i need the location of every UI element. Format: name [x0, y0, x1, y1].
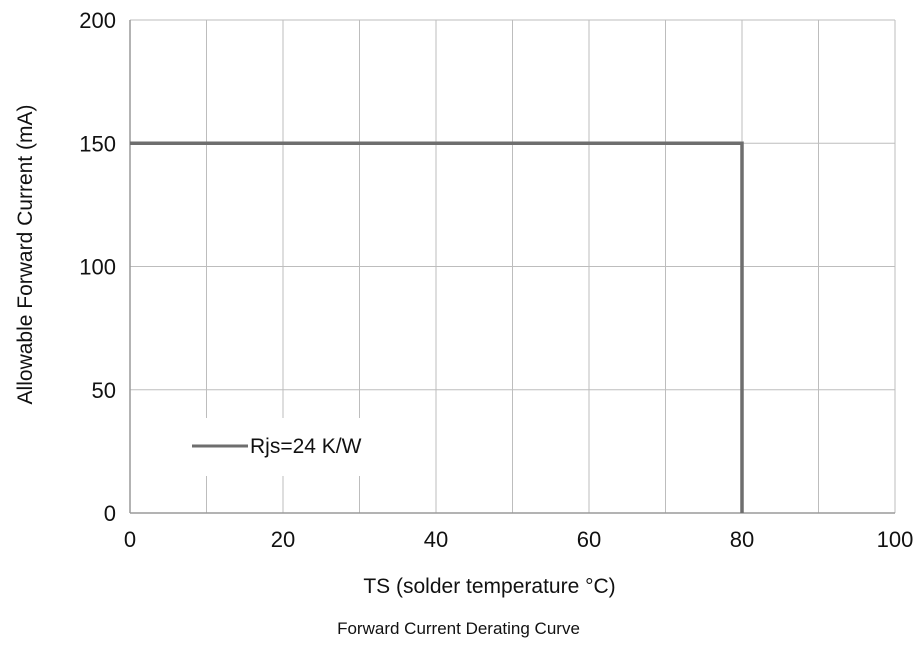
- series-layer: [130, 141, 744, 513]
- x-tick-label-60: 60: [577, 527, 601, 552]
- x-tick-label-100: 100: [877, 527, 914, 552]
- x-tick-label-80: 80: [730, 527, 754, 552]
- x-tick-label-20: 20: [271, 527, 295, 552]
- y-tick-label-50: 50: [92, 378, 116, 403]
- legend-label: Rjs=24 K/W: [250, 435, 362, 458]
- tick-labels: 0 50 100 150 200 0 20 40 60 80 100: [79, 8, 913, 552]
- axis-layer: [129, 20, 895, 514]
- y-tick-label-100: 100: [79, 255, 116, 280]
- y-tick-label-0: 0: [104, 501, 116, 526]
- legend: Rjs=24 K/W: [180, 418, 420, 476]
- x-axis-title: TS (solder temperature °C): [363, 575, 615, 598]
- x-tick-label-40: 40: [424, 527, 448, 552]
- series-line-0: [130, 141, 744, 513]
- y-axis-title: Allowable Forward Current (mA): [14, 105, 37, 405]
- y-tick-label-150: 150: [79, 131, 116, 156]
- chart-caption: Forward Current Derating Curve: [337, 619, 580, 638]
- x-tick-label-0: 0: [124, 527, 136, 552]
- y-tick-label-200: 200: [79, 8, 116, 33]
